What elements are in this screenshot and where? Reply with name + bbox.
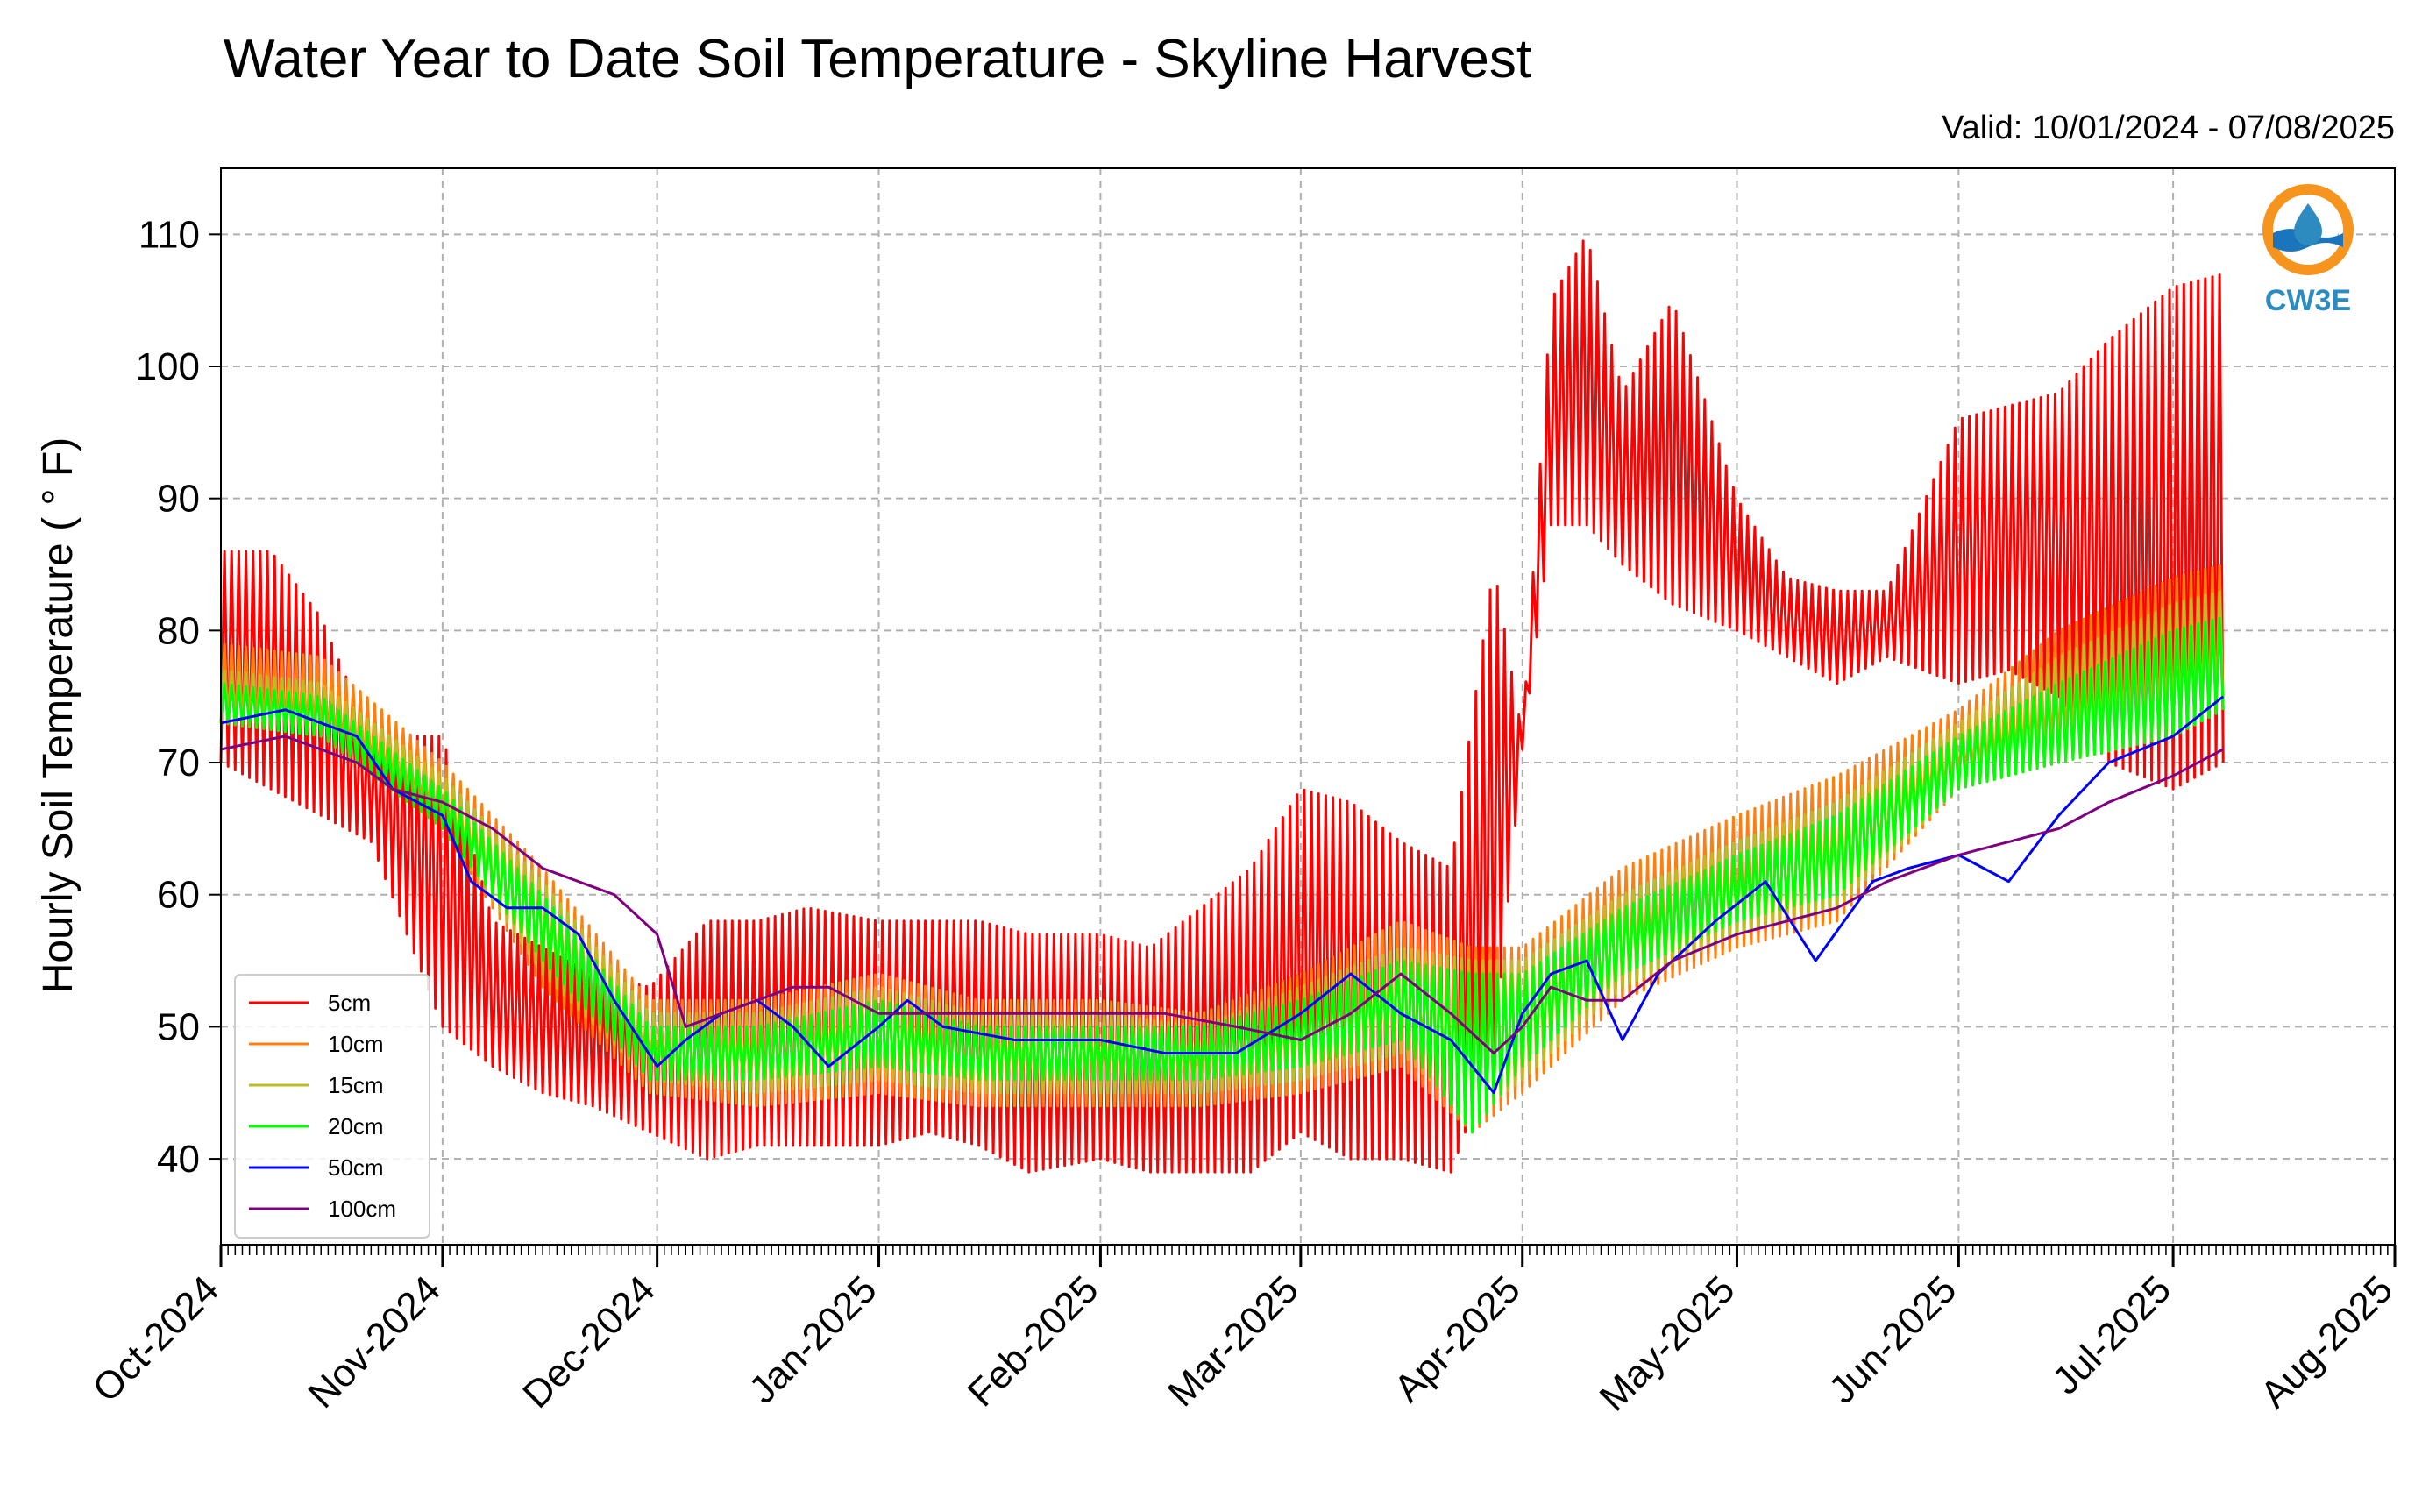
legend-label: 100cm (328, 1196, 396, 1222)
y-tick-label: 80 (157, 609, 200, 652)
series-line-5cm (219, 239, 2225, 1174)
logo-text: CW3E (2265, 284, 2351, 317)
legend-label: 50cm (328, 1154, 384, 1181)
x-tick-label: Jul-2025 (2044, 1267, 2179, 1402)
water-drop-icon (2294, 203, 2322, 245)
x-tick-label: Jun-2025 (1821, 1267, 1964, 1411)
series-line-20cm (219, 616, 2225, 1134)
y-tick-label: 50 (157, 1005, 200, 1048)
logo-ring (2262, 184, 2354, 275)
legend-label: 15cm (328, 1072, 384, 1098)
plot-area (219, 239, 2225, 1174)
legend-label: 20cm (328, 1113, 384, 1139)
cw3e-logo: CW3E (2262, 184, 2354, 317)
y-tick-label: 40 (157, 1138, 200, 1181)
series-line-50cm (220, 695, 2225, 1095)
y-tick-label: 60 (157, 874, 200, 917)
x-tick-label: Nov-2024 (300, 1267, 449, 1416)
x-tick-label: May-2025 (1592, 1267, 1744, 1419)
x-tick-label: Dec-2024 (515, 1267, 664, 1416)
chart-subtitle: Valid: 10/01/2024 - 07/08/2025 (1942, 110, 2395, 146)
legend-box (234, 974, 430, 1239)
y-axis-label: Hourly Soil Temperature ( ° F) (35, 437, 82, 994)
legend: 5cm 10cm 15cm 20cm 50cm 100cm (234, 974, 430, 1239)
x-tick-label: Oct-2024 (84, 1267, 227, 1410)
x-tick-label: Aug-2025 (2252, 1267, 2401, 1416)
series-line-100cm (220, 735, 2224, 1054)
y-tick-label: 70 (157, 742, 200, 784)
y-tick-label: 90 (157, 478, 200, 521)
y-tick-label: 100 (136, 345, 200, 388)
x-tick-label: Feb-2025 (960, 1267, 1107, 1415)
x-tick-label: Mar-2025 (1160, 1267, 1307, 1415)
x-axis: Oct-2024 Nov-2024 Dec-2024 Jan-2025 Feb-2025… (84, 1245, 2401, 1419)
chart-title: Water Year to Date Soil Temperature - Sk… (224, 29, 1531, 89)
legend-label: 5cm (328, 990, 371, 1016)
x-tick-label: Apr-2025 (1386, 1267, 1529, 1410)
y-axis: 40 50 60 70 80 90 100 110 (136, 213, 221, 1181)
legend-label: 10cm (328, 1031, 384, 1057)
x-tick-label: Jan-2025 (741, 1267, 884, 1411)
y-tick-label: 110 (138, 213, 200, 256)
